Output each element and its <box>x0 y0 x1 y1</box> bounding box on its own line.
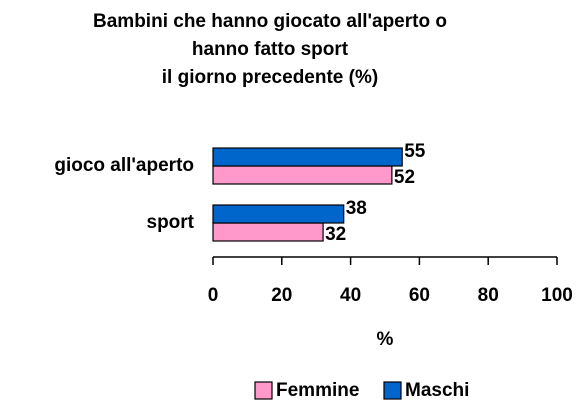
y-tick-label: sport <box>147 212 195 233</box>
x-tick-label: 100 <box>541 285 573 306</box>
bar <box>212 222 324 242</box>
x-tick-label: 0 <box>208 285 219 306</box>
data-label: 32 <box>325 224 346 245</box>
bar <box>212 147 403 167</box>
x-tick-label: 40 <box>340 285 361 306</box>
legend-swatch <box>383 381 402 400</box>
legend-label: Maschi <box>405 380 469 401</box>
x-axis-label: % <box>377 329 394 350</box>
legend-label: Femmine <box>276 380 359 401</box>
data-label: 52 <box>394 167 415 188</box>
data-label: 38 <box>346 198 367 219</box>
bar <box>212 204 345 224</box>
y-tick-label: gioco all'aperto <box>54 155 194 176</box>
data-label: 55 <box>404 141 426 162</box>
x-tick-label: 20 <box>271 285 292 306</box>
bar <box>212 165 393 185</box>
chart-title: Bambini che hanno giocato all'aperto o h… <box>93 11 447 88</box>
legend-swatch <box>254 381 273 400</box>
x-tick-label: 60 <box>409 285 430 306</box>
x-tick-label: 80 <box>478 285 499 306</box>
